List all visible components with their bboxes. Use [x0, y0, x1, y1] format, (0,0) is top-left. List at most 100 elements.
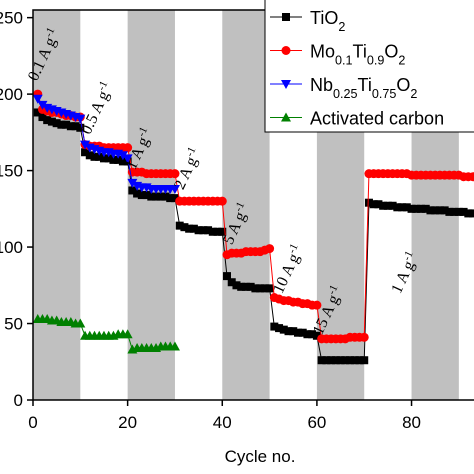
- marker: [341, 356, 350, 365]
- marker: [260, 284, 269, 293]
- marker: [360, 356, 369, 365]
- legend-label: Nb0.25Ti0.75O2: [310, 75, 417, 101]
- marker: [435, 206, 444, 215]
- marker: [393, 203, 402, 212]
- y-tick-label: 100: [0, 238, 23, 257]
- marker: [464, 209, 473, 218]
- marker: [440, 206, 449, 215]
- x-tick-label: 80: [402, 413, 421, 432]
- y-tick-label: 200: [0, 85, 23, 104]
- marker: [293, 328, 302, 337]
- marker: [208, 227, 217, 236]
- marker: [199, 226, 208, 235]
- marker: [43, 116, 52, 125]
- marker: [189, 224, 198, 233]
- marker: [402, 203, 411, 212]
- marker: [331, 356, 340, 365]
- marker: [279, 325, 288, 334]
- marker: [128, 186, 137, 195]
- marker: [468, 172, 474, 182]
- marker: [185, 224, 194, 233]
- marker: [213, 227, 222, 236]
- marker: [246, 282, 255, 291]
- marker: [450, 207, 459, 216]
- marker: [133, 189, 142, 198]
- marker: [66, 122, 75, 131]
- marker: [407, 204, 416, 213]
- marker: [417, 204, 426, 213]
- marker: [194, 226, 203, 235]
- marker: [232, 281, 241, 290]
- x-tick-label: 40: [213, 413, 232, 432]
- shaded-range: [127, 10, 175, 400]
- marker: [33, 108, 42, 117]
- marker: [156, 192, 165, 201]
- marker: [95, 152, 104, 161]
- marker: [75, 318, 86, 328]
- y-tick-label: 0: [14, 391, 23, 410]
- marker: [80, 140, 91, 150]
- marker: [227, 278, 236, 287]
- marker: [374, 200, 383, 209]
- x-tick-label: 20: [118, 413, 137, 432]
- marker: [104, 154, 113, 163]
- marker: [312, 300, 322, 310]
- marker: [281, 112, 291, 122]
- shaded-range: [222, 10, 270, 400]
- marker: [281, 80, 291, 89]
- y-tick-label: 150: [0, 162, 23, 181]
- marker: [298, 328, 307, 337]
- marker: [346, 356, 355, 365]
- legend-label: TiO2: [310, 8, 345, 34]
- axes-layer: 0 20 40 60 80 0 50 100 150 200 250 TiO2 Mo0.1Ti0.9O2…: [0, 0, 474, 432]
- marker: [75, 114, 86, 124]
- marker: [223, 272, 232, 281]
- marker: [166, 194, 175, 203]
- annotation: 10 A g-1: [268, 242, 307, 296]
- marker: [180, 223, 189, 232]
- marker: [412, 204, 421, 213]
- marker: [459, 207, 468, 216]
- marker: [303, 330, 312, 339]
- marker: [137, 191, 146, 200]
- marker: [350, 356, 359, 365]
- marker: [256, 284, 265, 293]
- marker: [241, 282, 250, 291]
- marker: [114, 155, 123, 164]
- marker: [237, 282, 246, 291]
- legend-box: [264, 0, 474, 133]
- marker: [175, 221, 184, 230]
- marker: [270, 322, 279, 331]
- marker: [421, 204, 430, 213]
- marker: [147, 192, 156, 201]
- marker: [37, 100, 48, 110]
- marker: [169, 341, 180, 351]
- marker: [109, 155, 118, 164]
- marker: [251, 284, 260, 293]
- marker: [426, 206, 435, 215]
- marker: [217, 196, 227, 206]
- marker: [118, 157, 127, 166]
- marker: [81, 148, 90, 157]
- marker: [359, 332, 369, 342]
- annotation: 0.5 A g-1: [76, 79, 117, 137]
- marker: [47, 117, 56, 126]
- marker: [90, 152, 99, 161]
- marker: [369, 200, 378, 209]
- marker: [388, 201, 397, 210]
- marker: [52, 119, 61, 128]
- marker: [38, 113, 47, 122]
- marker: [123, 143, 133, 153]
- x-tick-label: 60: [307, 413, 326, 432]
- marker: [170, 169, 180, 179]
- marker: [281, 46, 291, 55]
- marker: [317, 356, 326, 365]
- marker: [161, 192, 170, 201]
- marker: [398, 203, 407, 212]
- plot-layer: 0.1 A g-10.5 A g-11 A g-12 A g-15 A g-11…: [25, 26, 474, 365]
- marker: [322, 356, 331, 365]
- marker: [308, 330, 317, 339]
- marker: [169, 184, 180, 194]
- x-tick-label: 0: [28, 413, 37, 432]
